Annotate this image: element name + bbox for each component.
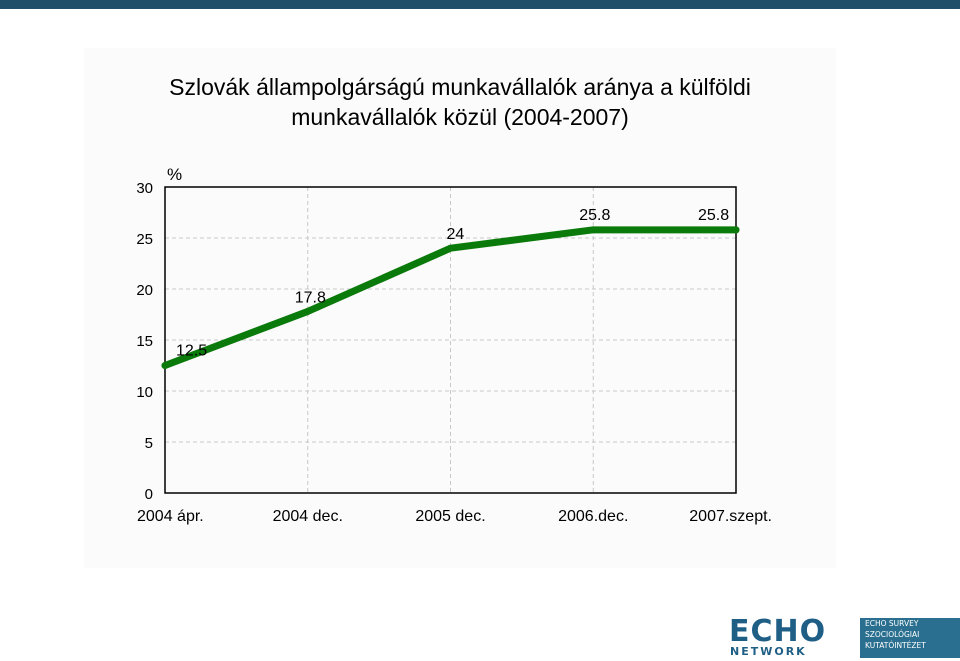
y-tick-label: 15: [136, 333, 153, 350]
y-tick-label: 30: [136, 180, 153, 197]
data-point: [732, 226, 740, 234]
echo-survey-panel: ECHO SURVEY SZOCIOLÓGIAI KUTATÓINTÉZET: [860, 618, 960, 658]
data-point: [161, 362, 169, 369]
data-label-layer: 12.5 17.8 24 25.8 25.8: [176, 207, 729, 360]
data-label: 17.8: [295, 289, 326, 306]
survey-line-3: KUTATÓINTÉZET: [865, 641, 926, 650]
data-point: [447, 244, 454, 252]
chart-title-line1: Szlovák állampolgárságú munkavállalók ar…: [169, 74, 751, 100]
survey-line-1: ECHO SURVEY: [865, 619, 919, 628]
x-tick-label: 2006.dec.: [558, 508, 628, 525]
survey-line-2: SZOCIOLÓGIAI: [865, 630, 920, 639]
series-layer: [161, 226, 740, 369]
echo-network-logo: ECHO NETWORK ECHO SURVEY SZOCIOLÓGIAI KU…: [727, 612, 960, 658]
chart-title: Szlovák állampolgárságú munkavállalók ar…: [100, 72, 820, 132]
logo-word-network: NETWORK: [730, 645, 807, 658]
x-tick-label: 2004 ápr.: [137, 508, 204, 525]
grid-layer: [165, 186, 736, 493]
y-tick-label: 20: [136, 282, 153, 299]
x-tick-label: 2004 dec.: [273, 508, 343, 525]
plot-frame: [164, 186, 737, 494]
x-tick-label: 2007.szept.: [689, 508, 772, 525]
axis-layer: 0 5 10 15 20 25 30% 2004 ápr. 2004 dec. 2005 dec.…: [136, 165, 772, 525]
y-tick-label: 10: [136, 384, 153, 401]
data-label: 25.8: [579, 207, 610, 224]
y-tick-label: 0: [145, 486, 153, 503]
logo-word-echo: ECHO: [729, 614, 827, 649]
slide-panel: [84, 48, 836, 568]
data-point: [589, 226, 597, 234]
chart-title-line2: munkavállalók közül (2004-2007): [291, 104, 629, 130]
y-axis-label: %: [167, 165, 182, 184]
data-label: 24: [447, 226, 465, 243]
top-accent-bar: [0, 0, 960, 9]
data-label: 12.5: [176, 343, 207, 360]
data-point: [304, 307, 312, 315]
y-tick-label: 5: [145, 435, 153, 452]
echo-wordmark: ECHO NETWORK: [727, 612, 857, 658]
data-label: 25.8: [698, 207, 729, 224]
x-tick-label: 2005 dec.: [415, 508, 485, 525]
y-tick-label: 25: [136, 231, 153, 248]
